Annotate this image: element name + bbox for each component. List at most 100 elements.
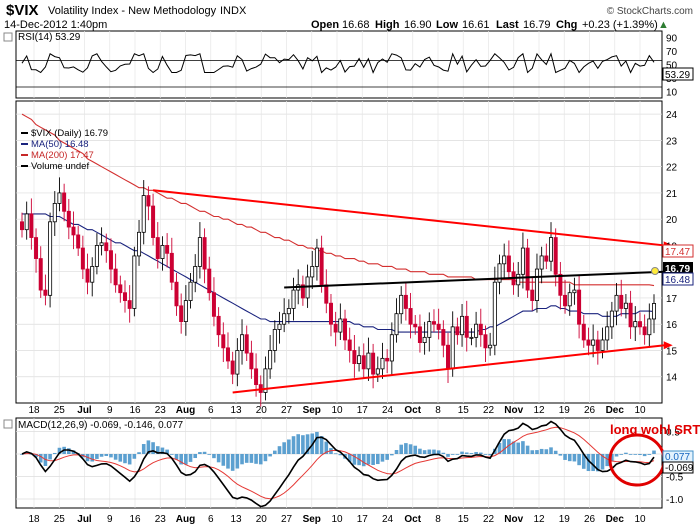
macd-tag xyxy=(662,461,694,474)
x-tick-label: 10 xyxy=(331,405,343,416)
macd-settings-icon[interactable] xyxy=(3,419,13,429)
x-tick-label: 15 xyxy=(458,405,470,416)
candle-body xyxy=(623,302,628,309)
candle-body xyxy=(366,352,371,370)
macd-hist-bar xyxy=(273,450,277,454)
macd-hist-bar xyxy=(99,454,104,457)
x-tick-label: Dec xyxy=(606,514,625,525)
ma200-line xyxy=(21,113,655,287)
index-name: Volatility Index - New Methodology xyxy=(48,5,217,17)
x-tick-label: 9 xyxy=(107,405,113,416)
chg-label: Chg xyxy=(556,19,577,31)
legend-item: $VIX (Daily) 16.79 xyxy=(31,128,108,139)
y-tick-label: 24 xyxy=(666,110,678,121)
macd-hist-bar xyxy=(301,435,305,454)
price-panel: 2423222120191817161514 $VIX (Daily) 16.7… xyxy=(15,100,694,407)
candle-body xyxy=(469,336,474,339)
macd-hist-bar xyxy=(455,454,460,455)
macd-hist-bar xyxy=(109,454,113,458)
macd-hist-bar xyxy=(581,454,586,469)
x-tick-label: Aug xyxy=(176,514,195,525)
macd-hist-bar xyxy=(408,444,413,454)
macd-hist-bar xyxy=(619,454,624,455)
macd-hist-bar xyxy=(132,454,137,459)
candle-body xyxy=(104,242,109,252)
candle-body xyxy=(586,339,591,346)
candle-body xyxy=(38,258,43,291)
x-tick-label: Oct xyxy=(404,514,421,525)
macd-hist-bar xyxy=(535,450,539,454)
macd-hist-bar xyxy=(460,451,464,454)
x-tick-label: Jul xyxy=(77,405,92,416)
candle-body xyxy=(216,315,221,336)
macd-hist-bar xyxy=(165,449,169,454)
y-tick-label: 22 xyxy=(666,163,678,174)
candle-body xyxy=(633,321,638,328)
macd-hist-bar xyxy=(375,454,380,465)
macd-hist-bar xyxy=(202,451,207,454)
candle-body xyxy=(141,195,146,233)
legend-item: MA(50) 16.48 xyxy=(31,139,89,150)
candle-body xyxy=(268,350,273,370)
x-tick-label: 9 xyxy=(107,514,113,525)
x-tick-label: 13 xyxy=(230,405,242,416)
macd-hist-bar xyxy=(216,454,221,463)
candle-body xyxy=(343,318,348,341)
macd-hist-bar xyxy=(563,454,567,460)
macd-hist-bar xyxy=(591,454,595,472)
x-tick-label: Nov xyxy=(504,514,523,525)
candle-body xyxy=(534,268,539,301)
macd-hist-bar xyxy=(390,454,394,456)
macd-hist-bar xyxy=(141,444,146,454)
candle-body xyxy=(230,360,235,375)
exchange-label: INDX xyxy=(220,5,247,17)
y-tick-label: 14 xyxy=(666,373,678,384)
rsi-tick-label: 50 xyxy=(666,61,678,72)
candle-body xyxy=(572,289,577,294)
macd-label: MACD(12,26,9) -0.069, -0.146, 0.077 xyxy=(18,420,184,431)
candle-body xyxy=(446,344,451,370)
macd-hist-bar xyxy=(305,434,310,454)
candle-body xyxy=(108,250,113,270)
candle-body xyxy=(347,339,352,351)
macd-hist-bar xyxy=(441,452,446,454)
candle-body xyxy=(595,339,600,351)
macd-hist-bar xyxy=(221,454,226,466)
x-tick-label: Sep xyxy=(303,405,321,416)
x-tick-label: 23 xyxy=(155,405,167,416)
candle-body xyxy=(357,355,362,365)
macd-hist-bar xyxy=(404,443,408,454)
trendline-upper-red xyxy=(152,189,665,247)
macd-hist-bar xyxy=(638,454,642,455)
chart-header: $VIX Volatility Index - New Methodology … xyxy=(4,2,693,31)
x-tick-label: Dec xyxy=(606,405,625,416)
macd-hist-bar xyxy=(90,454,95,462)
y-tick-label: 21 xyxy=(666,189,678,200)
quote-date: 14-Dec-2012 1:40pm xyxy=(4,19,107,31)
macd-hist-bar xyxy=(450,454,455,455)
candle-body xyxy=(642,326,647,336)
rsi-last-value: 53.29 xyxy=(665,70,690,81)
x-tick-label: 6 xyxy=(208,514,214,525)
candle-body xyxy=(361,355,366,370)
candle-body xyxy=(516,273,521,286)
candle-body xyxy=(422,336,427,344)
chg-value: +0.23 (+1.39%) xyxy=(582,19,658,31)
candle-body xyxy=(460,315,465,336)
macd-hist-bar xyxy=(366,454,371,465)
candle-body xyxy=(319,247,324,286)
candle-body xyxy=(502,255,507,265)
ma50-tag-value: 16.48 xyxy=(665,275,690,286)
candle-body xyxy=(127,300,132,309)
y-tick-label: 16 xyxy=(666,320,678,331)
candle-body xyxy=(254,368,259,386)
rsi-tick-label: 90 xyxy=(666,34,678,45)
macd-hist-bar xyxy=(324,441,329,454)
x-tick-label: 19 xyxy=(559,405,571,416)
candle-body xyxy=(394,313,399,336)
panel-settings-icon[interactable] xyxy=(3,32,13,42)
candle-body xyxy=(197,237,202,267)
candle-body xyxy=(488,344,493,349)
x-tick-label: 25 xyxy=(54,514,66,525)
